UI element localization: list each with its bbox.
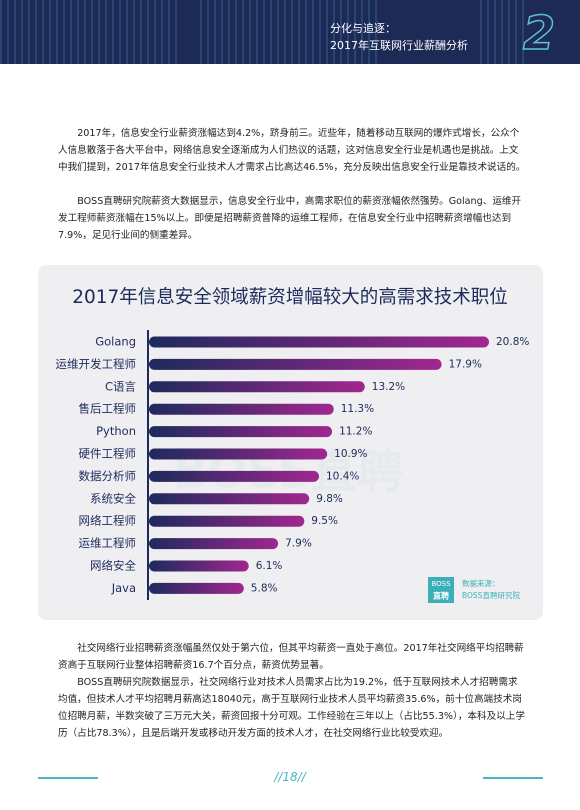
category-label: 网络工程师 <box>79 514 137 528</box>
category-label: Java <box>111 581 136 595</box>
chapter-number: 2 <box>522 5 556 61</box>
value-label: 11.2% <box>339 426 372 438</box>
bar <box>149 426 333 438</box>
page-number: //18// <box>274 770 306 784</box>
header-line: 2017年互联网行业薪酬分析 <box>330 39 468 52</box>
category-label: 运维开发工程师 <box>56 357 137 371</box>
value-label: 6.1% <box>256 560 283 572</box>
logo <box>428 577 454 603</box>
value-label: 20.8% <box>496 336 529 348</box>
header-line: 分化与追逐： <box>330 22 396 35</box>
category-label: Python <box>96 424 136 438</box>
category-label: 运维工程师 <box>79 536 137 550</box>
paragraph: BOSS直聘研究院数据显示，社交网络行业对技术人员需求占比为19.2%，低于互联… <box>58 677 525 739</box>
value-label: 5.8% <box>251 582 278 594</box>
category-label: 网络安全 <box>90 559 136 573</box>
stripe <box>0 0 180 64</box>
value-label: 10.9% <box>334 448 367 460</box>
footer-line <box>38 777 98 779</box>
stripe <box>480 0 525 64</box>
bar <box>149 403 334 415</box>
value-label: 11.3% <box>341 403 374 415</box>
stripe <box>200 0 380 64</box>
bar <box>149 582 244 594</box>
footer-line <box>483 777 543 779</box>
bar <box>149 381 365 393</box>
category-label: 系统安全 <box>90 491 136 505</box>
bar <box>149 448 328 460</box>
source-text: BOSS直聘研究院 <box>462 590 520 600</box>
bar <box>149 538 279 550</box>
category-label: C语言 <box>105 379 136 393</box>
value-label: 9.8% <box>316 493 343 505</box>
value-label: 10.4% <box>326 470 359 482</box>
bar <box>149 560 249 572</box>
value-label: 7.9% <box>285 538 312 550</box>
paragraph: BOSS直聘研究院薪资大数据显示，信息安全行业中，高需求职位的薪资涨幅依然强势。… <box>58 196 522 241</box>
bar <box>149 358 442 370</box>
value-label: 9.5% <box>311 515 338 527</box>
bar <box>149 336 489 348</box>
logo-text: BOSS <box>431 580 451 588</box>
value-label: 13.2% <box>372 381 405 393</box>
category-label: 硬件工程师 <box>79 447 137 461</box>
value-label: 17.9% <box>449 358 482 370</box>
chart: 2017年信息安全领域薪资增幅较大的高需求技术职位 BOSS直聘 BOSS 直聘… <box>38 265 543 620</box>
logo-text: 直聘 <box>433 591 449 601</box>
source-label: 数据来源： <box>462 578 500 588</box>
bar <box>149 470 319 482</box>
paragraph: 2017年，信息安全行业薪资涨幅达到4.2%，跻身前三。近些年，随着移动互联网的… <box>58 128 526 173</box>
bar <box>149 493 310 505</box>
header-band: 分化与追逐： 2017年互联网行业薪酬分析 2 <box>0 0 580 64</box>
bar <box>149 515 305 527</box>
paragraph: 社交网络行业招聘薪资涨幅虽然仅处于第六位，但其平均薪资一直处于高位。2017年社… <box>58 643 524 671</box>
chart-title: 2017年信息安全领域薪资增幅较大的高需求技术职位 <box>72 287 508 308</box>
category-label: 数据分析师 <box>79 469 137 483</box>
chart-box <box>38 265 543 620</box>
category-label: 售后工程师 <box>79 402 137 416</box>
category-label: Golang <box>95 335 136 349</box>
